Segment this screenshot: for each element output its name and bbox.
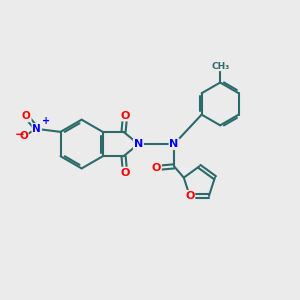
Text: O: O: [152, 163, 161, 173]
Text: O: O: [22, 111, 31, 122]
Text: O: O: [120, 110, 130, 121]
Text: +: +: [42, 116, 50, 126]
Text: N: N: [32, 124, 41, 134]
Text: −: −: [15, 128, 25, 141]
Text: N: N: [134, 139, 143, 149]
Text: N: N: [169, 139, 179, 149]
Text: CH₃: CH₃: [211, 62, 229, 71]
Text: O: O: [185, 191, 194, 201]
Text: O: O: [19, 131, 28, 141]
Text: O: O: [120, 168, 130, 178]
